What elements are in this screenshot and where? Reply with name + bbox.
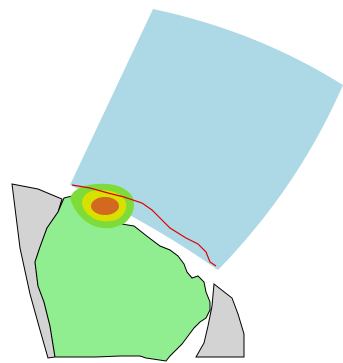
boundary-line — [71, 184, 217, 267]
neighbor-landmass-right — [195, 283, 245, 358]
precipitation-cell-high — [91, 197, 119, 215]
radar-coverage-sector — [70, 9, 343, 270]
main-landmass — [34, 195, 211, 362]
